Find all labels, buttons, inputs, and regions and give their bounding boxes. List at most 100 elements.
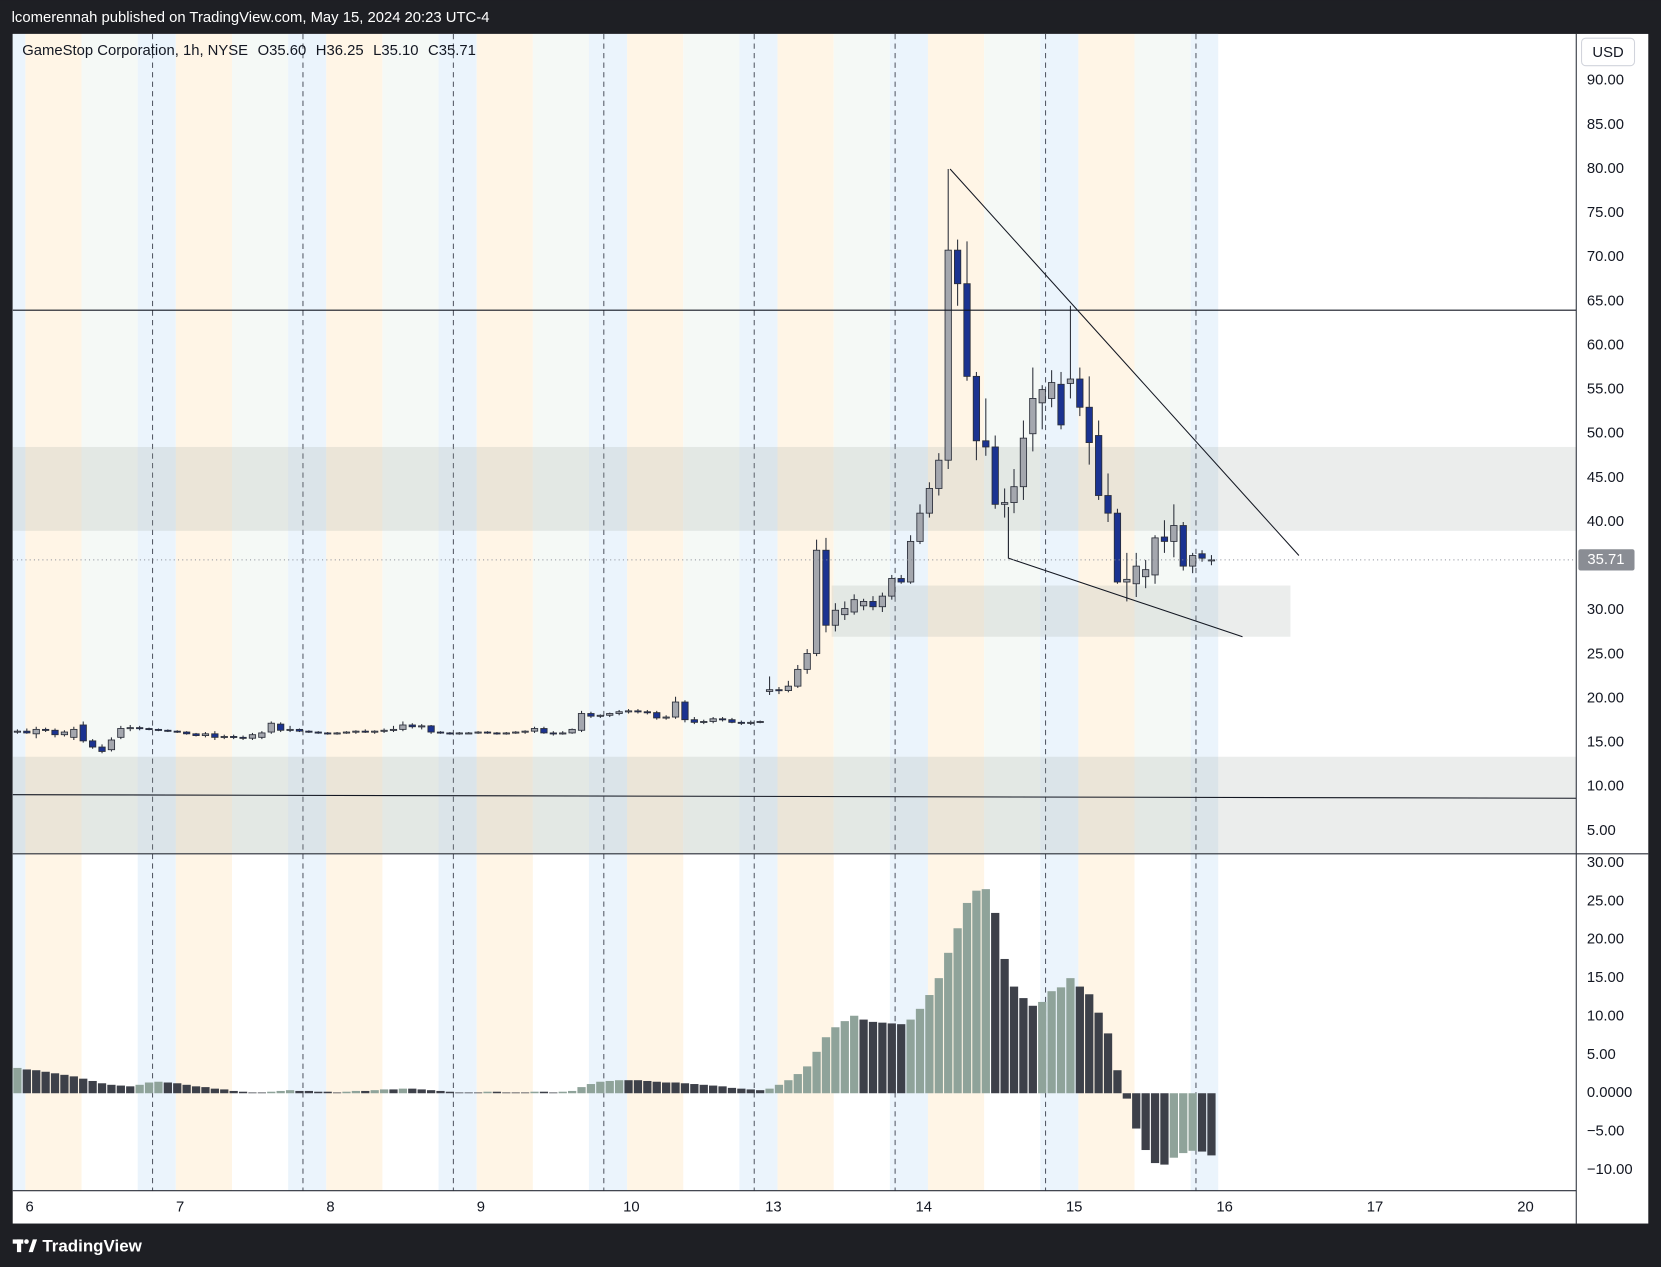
x-tick-label: 6 bbox=[26, 1200, 34, 1216]
session-band bbox=[1040, 33, 1079, 854]
candle-body bbox=[192, 733, 200, 736]
zone bbox=[831, 585, 1291, 637]
session-bands bbox=[12, 33, 1219, 1191]
candle-body bbox=[577, 713, 586, 731]
candle-body bbox=[606, 713, 614, 716]
candle-body bbox=[107, 739, 116, 751]
candle-body bbox=[1151, 537, 1159, 576]
histogram-bar bbox=[201, 1087, 210, 1094]
price-pane bbox=[12, 168, 1577, 854]
candle-body bbox=[841, 608, 849, 616]
histogram-bar bbox=[304, 1090, 314, 1094]
histogram-bar bbox=[436, 1090, 445, 1094]
histogram-bar bbox=[97, 1083, 107, 1094]
histogram-bar bbox=[1075, 986, 1084, 1094]
candle-body bbox=[267, 722, 275, 733]
candle-body bbox=[164, 729, 172, 732]
x-tick-label: 10 bbox=[623, 1200, 640, 1216]
candle-body bbox=[32, 728, 40, 735]
histogram-bar bbox=[1000, 958, 1009, 1094]
candle-body bbox=[1085, 406, 1093, 443]
y-tick-label: 25.00 bbox=[1587, 646, 1624, 662]
histogram-bar bbox=[520, 1092, 530, 1094]
histogram-bar bbox=[342, 1091, 351, 1094]
session-band bbox=[777, 33, 834, 854]
candle-body bbox=[850, 599, 858, 613]
candle-body bbox=[653, 712, 661, 719]
histogram-bar bbox=[60, 1074, 69, 1094]
histogram-bar bbox=[887, 1023, 896, 1094]
candle-body bbox=[305, 730, 313, 733]
session-band bbox=[12, 33, 26, 854]
candle-body bbox=[512, 731, 520, 734]
candle-body bbox=[784, 685, 792, 691]
candle-body bbox=[530, 728, 539, 732]
session-band bbox=[438, 33, 477, 854]
histogram-bar bbox=[285, 1090, 295, 1094]
y-tick-label: 15.00 bbox=[1587, 735, 1624, 751]
candle-body bbox=[23, 730, 31, 734]
histogram-bar bbox=[229, 1090, 238, 1094]
y-tick-label: 25.00 bbox=[1587, 893, 1624, 909]
currency-box[interactable] bbox=[1581, 37, 1636, 67]
candle-body bbox=[982, 440, 990, 448]
candle-body bbox=[173, 730, 181, 733]
histogram-bar bbox=[709, 1085, 718, 1094]
histogram-bar bbox=[1028, 1005, 1037, 1094]
candle-body bbox=[935, 459, 943, 489]
histogram-bar bbox=[182, 1084, 191, 1094]
candle-body bbox=[1198, 553, 1206, 559]
histogram-bar bbox=[248, 1092, 257, 1094]
candle-body bbox=[258, 732, 266, 738]
candle-body bbox=[1095, 435, 1103, 496]
histogram-bar bbox=[41, 1071, 50, 1094]
candle-body bbox=[1029, 398, 1037, 435]
session-band bbox=[927, 33, 985, 854]
x-tick-label: 14 bbox=[916, 1200, 933, 1216]
candle-body bbox=[483, 731, 492, 734]
y-tick-label: 50.00 bbox=[1587, 426, 1624, 442]
histogram-bar bbox=[831, 1027, 840, 1094]
session-band bbox=[683, 33, 740, 854]
histogram-bar bbox=[13, 1067, 22, 1094]
session-band bbox=[81, 33, 138, 854]
candle-body bbox=[1001, 502, 1009, 505]
candle-body bbox=[634, 710, 642, 713]
histogram-bar bbox=[1047, 991, 1056, 1094]
histogram-bar bbox=[765, 1088, 774, 1094]
histogram-bar bbox=[690, 1084, 699, 1094]
histogram-bar bbox=[1197, 1093, 1207, 1152]
histogram-bar bbox=[878, 1022, 887, 1094]
drawing-line bbox=[12, 794, 1577, 799]
candle-body bbox=[1038, 389, 1046, 404]
currency[interactable]: USD bbox=[1592, 45, 1623, 61]
candle-body bbox=[436, 731, 445, 734]
candle-body bbox=[1207, 559, 1216, 562]
candle-body bbox=[1123, 578, 1131, 583]
candle-body bbox=[859, 600, 868, 607]
histogram-bar bbox=[1085, 994, 1094, 1094]
y-tick-label: 5.00 bbox=[1587, 823, 1616, 839]
session-band bbox=[231, 33, 289, 854]
candle-body bbox=[671, 701, 680, 718]
histogram-bar bbox=[408, 1088, 417, 1094]
candle-body bbox=[220, 736, 228, 738]
histogram-bar bbox=[1056, 987, 1066, 1094]
histogram-bar bbox=[1160, 1093, 1169, 1165]
histogram-bar bbox=[473, 1092, 483, 1094]
histogram-bar bbox=[1169, 1093, 1178, 1158]
histogram-bar bbox=[530, 1091, 539, 1094]
candle-body bbox=[342, 731, 351, 734]
histogram-bar bbox=[718, 1086, 727, 1094]
histogram-bar bbox=[22, 1069, 31, 1094]
candle-body bbox=[446, 732, 454, 735]
candle-body bbox=[1010, 486, 1018, 503]
indicator-pane bbox=[13, 889, 1216, 1165]
candle-body bbox=[812, 549, 821, 654]
candle-body bbox=[925, 488, 934, 514]
session-band bbox=[739, 33, 778, 854]
candle-body bbox=[972, 375, 981, 442]
candle-body bbox=[540, 728, 548, 734]
session-band bbox=[476, 853, 533, 1191]
